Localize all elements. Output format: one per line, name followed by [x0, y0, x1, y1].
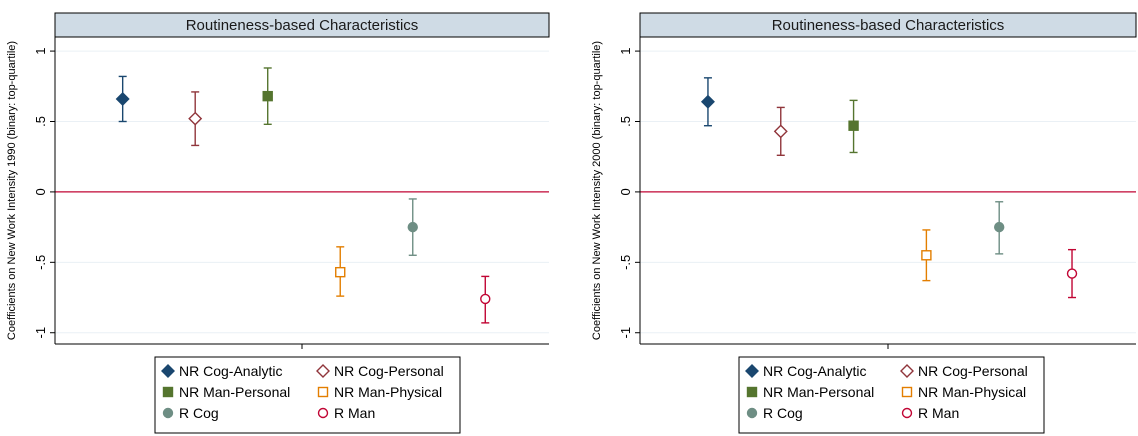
- series-nr-cog-personal: [188, 91, 203, 147]
- series-r-cog: [407, 198, 418, 256]
- chart-panel-2: Routineness-based Characteristics 1 .5 0 -.5…: [591, 12, 1137, 434]
- y-tick-label: -1: [618, 327, 633, 339]
- y-tick-label: 1: [33, 47, 48, 54]
- point-estimate: [700, 94, 715, 109]
- legend-item: R Cog: [746, 405, 803, 421]
- legend-marker: [162, 386, 174, 398]
- legend-label: R Cog: [179, 405, 219, 421]
- legend-box: [154, 356, 461, 434]
- point-estimate: [115, 91, 130, 106]
- series-r-cog: [994, 201, 1005, 255]
- y-tick-label: .5: [33, 116, 48, 127]
- point-estimate: [480, 293, 491, 305]
- legend-item: NR Man-Personal: [746, 384, 874, 400]
- point-estimate: [848, 120, 859, 131]
- y-tick-label: .5: [618, 116, 633, 127]
- legend-item: NR Man-Physical: [317, 384, 442, 400]
- legend-label: R Man: [334, 405, 375, 421]
- y-axis-label: Coefficients on New Work Intensity 2000 …: [591, 41, 603, 340]
- legend-marker: [901, 407, 913, 419]
- y-tick-label: -.5: [618, 255, 633, 270]
- legend-marker: [161, 364, 175, 378]
- y-tick-label: -.5: [33, 255, 48, 270]
- point-estimate: [188, 111, 203, 126]
- series-nr-man-physical: [921, 229, 932, 282]
- legend-marker: [317, 407, 329, 419]
- series-nr-cog-personal: [773, 106, 788, 156]
- y-tick-label: 0: [618, 188, 633, 195]
- legend-marker: [162, 407, 174, 419]
- legend-item: NR Cog-Personal: [316, 363, 444, 379]
- legend-item: NR Man-Physical: [901, 384, 1026, 400]
- legend-item: R Cog: [162, 405, 219, 421]
- y-tick-label: 0: [33, 188, 48, 195]
- point-estimate: [335, 266, 346, 278]
- series-nr-man-personal: [848, 99, 859, 154]
- legend-label: NR Man-Physical: [918, 384, 1026, 400]
- series-nr-cog-analytic: [115, 75, 130, 123]
- legend-marker: [900, 364, 914, 378]
- legend-item: NR Man-Personal: [162, 384, 290, 400]
- legend-marker: [316, 364, 330, 378]
- legend-box: [738, 356, 1045, 434]
- point-estimate: [262, 90, 273, 102]
- legend: NR Cog-Analytic NR Cog-Personal NR Man-Per…: [154, 356, 461, 434]
- legend-item: NR Cog-Analytic: [161, 363, 282, 379]
- legend-label: NR Man-Personal: [763, 384, 874, 400]
- plot-area: [55, 37, 549, 344]
- y-tick-label: 1: [618, 47, 633, 54]
- series-nr-man-personal: [262, 67, 273, 126]
- chart-panel-1: Routineness-based Characteristics 1 .5 0 -.5…: [6, 12, 550, 434]
- legend-marker: [746, 407, 758, 419]
- y-tick-label: -1: [33, 327, 48, 339]
- y-axis-label: Coefficients on New Work Intensity 1990 …: [6, 41, 18, 340]
- legend-marker: [746, 386, 758, 398]
- point-estimate: [407, 221, 418, 233]
- legend-item: NR Cog-Personal: [900, 363, 1028, 379]
- legend-label: NR Cog-Analytic: [763, 363, 866, 379]
- legend-label: NR Cog-Analytic: [179, 363, 282, 379]
- legend-marker: [745, 364, 759, 378]
- title-band: [639, 12, 1137, 38]
- point-estimate: [773, 124, 788, 139]
- series-nr-man-physical: [335, 246, 346, 297]
- legend-label: R Cog: [763, 405, 803, 421]
- legend-label: NR Cog-Personal: [334, 363, 444, 379]
- chart-title: Routineness-based Characteristics: [186, 17, 419, 34]
- legend-item: R Man: [317, 405, 375, 421]
- legend-label: NR Cog-Personal: [918, 363, 1028, 379]
- chart-title: Routineness-based Characteristics: [772, 17, 1005, 34]
- legend: NR Cog-Analytic NR Cog-Personal NR Man-Per…: [738, 356, 1045, 434]
- legend-label: NR Man-Personal: [179, 384, 290, 400]
- legend-label: NR Man-Physical: [334, 384, 442, 400]
- legend-marker: [317, 386, 329, 398]
- series-nr-cog-analytic: [700, 77, 715, 127]
- series-r-man: [480, 275, 491, 324]
- legend-item: R Man: [901, 405, 959, 421]
- point-estimate: [921, 250, 932, 261]
- title-band: [54, 12, 550, 38]
- legend-item: NR Cog-Analytic: [745, 363, 866, 379]
- series-r-man: [1066, 248, 1078, 299]
- legend-label: R Man: [918, 405, 959, 421]
- point-estimate: [1066, 268, 1078, 279]
- point-estimate: [994, 221, 1005, 233]
- plot-area: [640, 37, 1136, 344]
- legend-marker: [901, 386, 913, 398]
